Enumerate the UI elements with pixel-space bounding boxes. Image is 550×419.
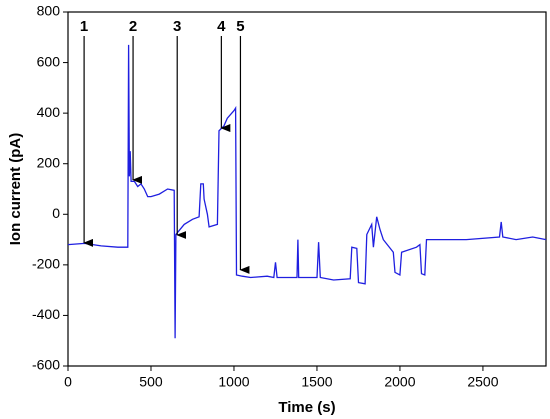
- x-tick-label: 1500: [301, 374, 332, 390]
- x-tick-label: 2500: [467, 374, 498, 390]
- y-tick-label: -600: [32, 357, 60, 373]
- x-tick-label: 0: [64, 374, 72, 390]
- y-tick-label: 400: [37, 104, 61, 120]
- x-tick-label: 500: [139, 374, 163, 390]
- y-tick-label: 800: [37, 3, 61, 19]
- y-tick-label: 600: [37, 53, 61, 69]
- annotation-label: 2: [129, 18, 137, 35]
- annotation-label: 1: [80, 18, 88, 35]
- x-tick-label: 2000: [384, 374, 415, 390]
- x-tick-label: 1000: [218, 374, 249, 390]
- plot-frame: [67, 11, 547, 367]
- y-tick-label: 200: [37, 154, 61, 170]
- annotation-label: 3: [173, 18, 181, 35]
- data-line: [67, 44, 547, 339]
- annotation-label: 4: [217, 18, 226, 35]
- y-tick-label: -200: [32, 256, 60, 272]
- y-tick-label: 0: [52, 205, 60, 221]
- annotation-label: 5: [236, 18, 244, 35]
- x-axis-label: Time (s): [278, 399, 335, 416]
- y-tick-label: -400: [32, 306, 60, 322]
- y-axis-label: Ion current (pA): [7, 133, 24, 246]
